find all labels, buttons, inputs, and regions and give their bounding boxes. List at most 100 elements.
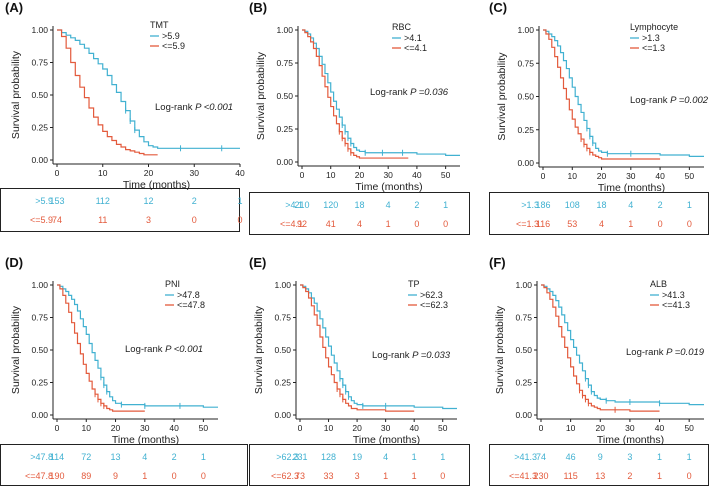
panel-label: (E) — [249, 255, 266, 270]
risk-table-count: 2 — [658, 200, 663, 210]
x-tick-label: 40 — [412, 170, 422, 180]
x-axis-label: Time (months) — [353, 434, 420, 446]
risk-table-count: 190 — [49, 471, 64, 481]
risk-table-count: 1 — [386, 219, 391, 229]
logrank-text: Log-rank P <0.001 — [155, 102, 233, 113]
y-tick-label: 0.50 — [31, 90, 48, 100]
legend-entry: <=1.3 — [642, 43, 665, 53]
y-tick-label: 0.75 — [31, 313, 48, 323]
risk-table-count: 1 — [687, 200, 692, 210]
y-tick-label: 0.50 — [517, 92, 534, 102]
risk-table-count: 3 — [355, 471, 360, 481]
y-axis-label: Survival probability — [10, 50, 22, 139]
risk-table-count: 12 — [143, 196, 153, 206]
risk-table-group: >5.9 — [35, 196, 53, 206]
x-tick-label: 0 — [298, 423, 303, 433]
risk-table-count: 4 — [599, 219, 604, 229]
risk-table-count: 1 — [440, 452, 445, 462]
x-tick-label: 40 — [169, 423, 179, 433]
x-tick-label: 50 — [199, 423, 209, 433]
panel-label: (F) — [489, 255, 506, 270]
logrank-label: Log-rank — [125, 344, 165, 355]
y-tick-label: 0.00 — [276, 157, 293, 167]
y-tick-label: 1.00 — [515, 280, 532, 290]
risk-table-count: 4 — [628, 200, 633, 210]
x-tick-label: 0 — [300, 170, 305, 180]
x-tick-label: 10 — [568, 171, 578, 181]
x-axis-label: Time (months) — [597, 434, 664, 446]
risk-table-count: 2 — [172, 452, 177, 462]
risk-table-count: 1 — [142, 471, 147, 481]
risk-table-count: 0 — [687, 219, 692, 229]
risk-table-count: 0 — [201, 471, 206, 481]
risk-table-group: <=4.1 — [280, 219, 303, 229]
risk-table-count: 74 — [536, 452, 546, 462]
risk-table-count: 33 — [324, 471, 334, 481]
risk-table-count: 3 — [627, 452, 632, 462]
km-curve-low — [541, 284, 660, 412]
x-tick-label: 10 — [98, 168, 108, 178]
panel-label: (C) — [489, 0, 507, 15]
y-tick-label: 0.50 — [276, 91, 293, 101]
risk-table-count: 92 — [297, 219, 307, 229]
x-tick-label: 50 — [685, 171, 695, 181]
legend-entry: >1.3 — [642, 33, 660, 43]
legend-entry: >47.8 — [177, 290, 200, 300]
risk-table-group: >1.3 — [521, 200, 539, 210]
risk-table-count: 108 — [565, 200, 580, 210]
risk-table-group: >47.8 — [30, 452, 53, 462]
x-tick-label: 0 — [55, 423, 60, 433]
risk-table-count: 1 — [412, 471, 417, 481]
y-axis-label: Survival probability — [10, 305, 22, 394]
risk-table-count: 153 — [49, 196, 64, 206]
risk-table-count: 4 — [357, 219, 362, 229]
y-tick-label: 0.75 — [276, 58, 293, 68]
risk-table-count: 4 — [386, 200, 391, 210]
x-tick-label: 10 — [324, 423, 334, 433]
risk-table-count: 1 — [443, 200, 448, 210]
km-curve-low — [57, 284, 145, 412]
x-tick-label: 20 — [111, 423, 121, 433]
logrank-pvalue: P =0.033 — [412, 350, 451, 361]
risk-table-box — [249, 444, 470, 486]
risk-table-count: 2 — [192, 196, 197, 206]
x-tick-label: 20 — [596, 423, 606, 433]
panel-label: (D) — [5, 255, 23, 270]
risk-table-count: 1 — [657, 471, 662, 481]
x-axis-label: Time (months) — [112, 434, 179, 446]
km-curve-low — [300, 284, 415, 412]
risk-table-count: 2 — [414, 200, 419, 210]
x-tick-label: 50 — [441, 170, 451, 180]
y-tick-label: 1.00 — [276, 25, 293, 35]
risk-table-count: 0 — [192, 215, 197, 225]
legend-entry: >41.3 — [662, 290, 685, 300]
logrank-pvalue: P <0.001 — [165, 344, 203, 355]
x-tick-label: 50 — [684, 423, 694, 433]
risk-table-count: 0 — [658, 219, 663, 229]
risk-table-count: 0 — [414, 219, 419, 229]
x-tick-label: 30 — [381, 423, 391, 433]
y-tick-label: 0.00 — [31, 155, 48, 165]
risk-table-count: 1 — [201, 452, 206, 462]
logrank-text: Log-rank P <0.001 — [125, 344, 203, 355]
y-tick-label: 0.75 — [31, 58, 48, 68]
y-tick-label: 0.75 — [274, 313, 291, 323]
risk-table-count: 72 — [81, 452, 91, 462]
y-tick-label: 0.25 — [31, 378, 48, 388]
x-tick-label: 40 — [655, 423, 665, 433]
risk-table-count: 0 — [687, 471, 692, 481]
y-tick-label: 0.50 — [31, 345, 48, 355]
risk-table-count: 9 — [113, 471, 118, 481]
legend-title: TMT — [150, 20, 169, 30]
risk-table-count: 13 — [111, 452, 121, 462]
logrank-label: Log-rank — [630, 95, 670, 106]
legend-entry: >5.9 — [162, 31, 180, 41]
logrank-pvalue: P =0.019 — [666, 347, 705, 358]
legend-title: ALB — [650, 279, 667, 289]
y-tick-label: 1.00 — [274, 280, 291, 290]
x-tick-label: 30 — [190, 168, 200, 178]
